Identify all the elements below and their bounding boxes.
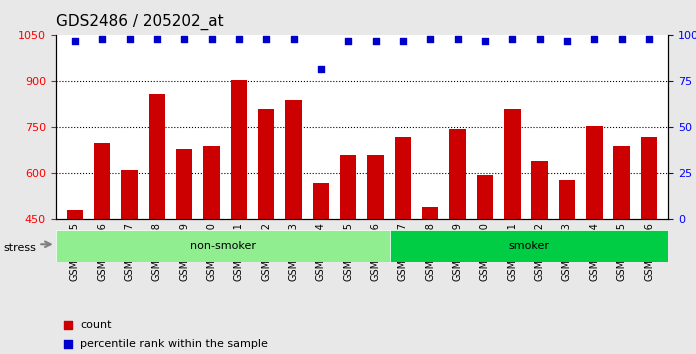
Bar — [285, 100, 302, 354]
Bar — [121, 170, 138, 354]
Bar — [477, 175, 493, 354]
Bar — [258, 109, 274, 354]
Point — [315, 66, 326, 72]
Bar — [367, 155, 383, 354]
Point — [97, 36, 108, 42]
Bar — [230, 80, 247, 354]
Bar — [586, 126, 603, 354]
Text: percentile rank within the sample: percentile rank within the sample — [80, 339, 268, 349]
Point — [468, 268, 479, 274]
Point — [206, 36, 217, 42]
Point — [288, 36, 299, 42]
Bar — [450, 129, 466, 354]
Bar — [94, 143, 111, 354]
Bar — [641, 137, 657, 354]
Point — [589, 36, 600, 42]
Point — [425, 36, 436, 42]
Point — [370, 38, 381, 44]
Text: stress: stress — [3, 243, 36, 253]
Point — [397, 38, 409, 44]
Point — [124, 36, 135, 42]
Point — [468, 95, 479, 100]
Bar — [532, 161, 548, 354]
Bar — [559, 179, 575, 354]
FancyBboxPatch shape — [56, 230, 390, 262]
Point — [643, 36, 654, 42]
Point — [452, 36, 464, 42]
Bar — [340, 155, 356, 354]
Point — [342, 38, 354, 44]
Text: smoker: smoker — [509, 241, 549, 251]
Bar — [313, 183, 329, 354]
Point — [260, 36, 271, 42]
Point — [562, 38, 573, 44]
Bar — [504, 109, 521, 354]
Bar — [613, 146, 630, 354]
Point — [151, 36, 162, 42]
Bar — [395, 137, 411, 354]
Point — [616, 36, 627, 42]
FancyBboxPatch shape — [390, 230, 668, 262]
Point — [507, 36, 518, 42]
Bar — [149, 94, 165, 354]
Point — [69, 38, 80, 44]
Point — [179, 36, 190, 42]
Text: non-smoker: non-smoker — [190, 241, 255, 251]
Point — [233, 36, 244, 42]
Text: count: count — [80, 320, 111, 330]
Text: GDS2486 / 205202_at: GDS2486 / 205202_at — [56, 14, 223, 30]
Bar — [422, 207, 438, 354]
Bar — [203, 146, 220, 354]
Bar — [176, 149, 192, 354]
Point — [534, 36, 545, 42]
Bar — [67, 210, 83, 354]
Point — [480, 38, 491, 44]
